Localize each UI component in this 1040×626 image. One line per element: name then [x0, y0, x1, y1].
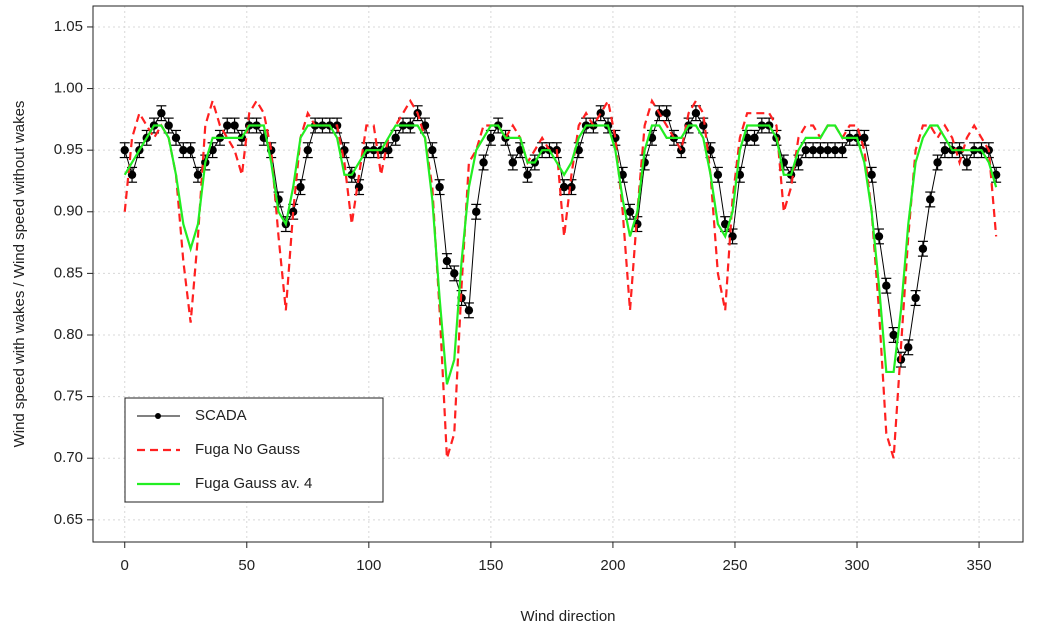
data-point [625, 207, 635, 216]
data-point [801, 145, 810, 155]
data-point [127, 170, 137, 180]
data-point [889, 330, 898, 340]
data-point [435, 182, 444, 192]
data-point [464, 306, 474, 315]
y-tick-label: 0.65 [54, 511, 83, 528]
x-tick-label: 100 [356, 557, 381, 574]
data-point [230, 121, 239, 130]
data-point [926, 195, 935, 204]
x-tick-label: 350 [967, 557, 992, 574]
data-point [486, 133, 496, 143]
y-tick-label: 0.70 [54, 449, 83, 466]
data-point [860, 133, 869, 143]
data-point [816, 145, 825, 155]
x-tick-label: 250 [722, 557, 747, 574]
data-point [559, 182, 569, 192]
legend-label: Fuga No Gauss [195, 441, 300, 458]
data-point [940, 145, 950, 155]
data-point [662, 109, 671, 118]
data-point [288, 207, 298, 216]
data-point [838, 145, 847, 155]
series-line [123, 124, 998, 385]
data-point [904, 343, 913, 352]
data-point [699, 121, 708, 130]
plot-frame [92, 5, 1024, 543]
data-point [911, 293, 920, 303]
x-tick-label: 300 [845, 557, 870, 574]
data-point [120, 145, 129, 155]
x-tick-label: 0 [121, 557, 129, 574]
data-point [713, 170, 723, 180]
x-tick-label: 200 [600, 557, 625, 574]
data-point [179, 145, 188, 155]
y-axis-label: Wind speed with wakes / Wind speed witho… [11, 101, 28, 448]
data-point [867, 170, 876, 180]
data-point [450, 269, 459, 278]
data-point [823, 145, 832, 155]
y-tick-label: 0.80 [54, 326, 83, 343]
x-tick-label: 50 [238, 557, 255, 574]
data-point [157, 109, 166, 118]
legend-label: Fuga Gauss av. 4 [195, 475, 312, 492]
data-point [750, 133, 759, 143]
x-axis-label: Wind direction [520, 608, 615, 625]
data-point [933, 158, 942, 167]
y-tick-label: 0.95 [54, 141, 83, 158]
y-tick-label: 0.75 [54, 388, 83, 405]
data-point [186, 145, 195, 155]
data-point [303, 145, 313, 155]
data-point [882, 281, 891, 290]
y-tick-label: 1.00 [54, 80, 83, 97]
data-point [523, 170, 532, 180]
data-point [918, 244, 928, 253]
data-point [193, 170, 203, 180]
data-point [296, 182, 305, 192]
data-point [691, 109, 701, 118]
data-point [567, 182, 576, 192]
data-point [830, 145, 840, 155]
data-point [508, 158, 518, 167]
data-point [472, 207, 481, 216]
legend-marker [155, 413, 161, 419]
data-point [442, 256, 452, 266]
x-tick-label: 150 [478, 557, 503, 574]
data-point [223, 121, 232, 130]
data-point [479, 158, 488, 167]
data-point [808, 145, 818, 155]
legend-label: SCADA [195, 407, 247, 424]
data-point [962, 158, 972, 167]
data-point [171, 133, 181, 143]
y-tick-label: 1.05 [54, 18, 83, 35]
series-line [123, 97, 998, 459]
data-point [391, 133, 400, 143]
data-point [874, 232, 884, 241]
data-point [618, 170, 627, 180]
data-point [428, 145, 437, 155]
data-point [164, 121, 173, 130]
data-point [384, 145, 393, 155]
y-tick-label: 0.85 [54, 264, 83, 281]
y-tick-label: 0.90 [54, 203, 83, 220]
